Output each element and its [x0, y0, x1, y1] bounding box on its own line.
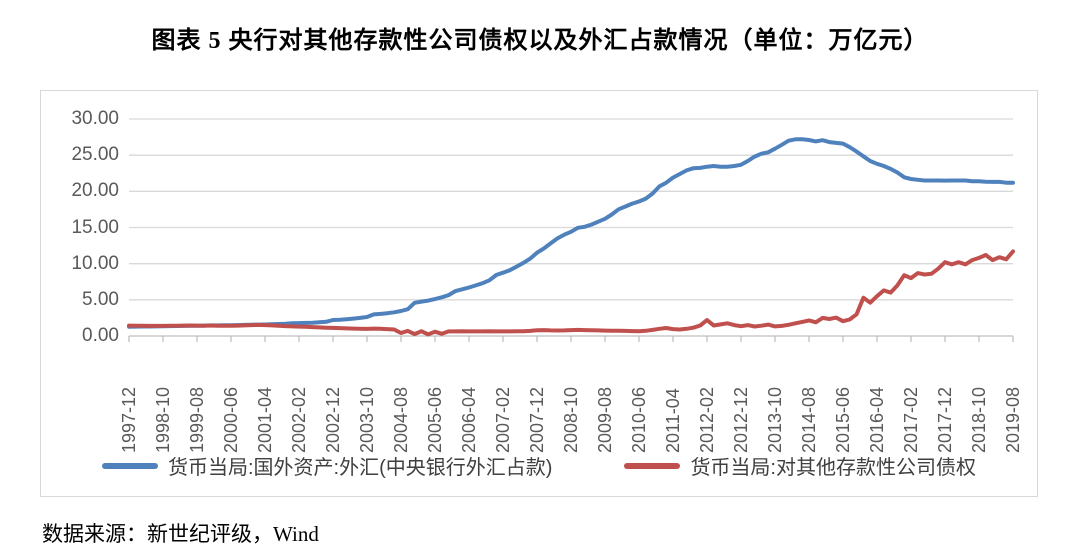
y-axis-tick-label: 25.00	[71, 144, 119, 166]
x-axis-tick-label: 2018-10	[969, 386, 989, 453]
x-axis-tick-label: 2002-02	[289, 386, 309, 453]
series-line-claims	[127, 249, 1015, 337]
x-axis-tick-label: 2017-12	[935, 386, 955, 453]
x-axis-tick-label: 2002-12	[323, 386, 343, 453]
figure-title: 图表 5 央行对其他存款性公司债权以及外汇占款情况（单位：万亿元）	[151, 28, 929, 54]
plot-canvas	[127, 118, 1015, 342]
series-line-fx-reserves	[127, 137, 1015, 329]
x-axis-tick-label: 2013-10	[765, 386, 785, 453]
y-axis-tick-label: 10.00	[71, 252, 119, 274]
legend-label: 货币当局:国外资产:外汇(中央银行外汇占款)	[168, 457, 553, 479]
x-axis-tick-label: 2007-12	[527, 386, 547, 453]
x-axis-tick-label: 2005-06	[425, 386, 445, 453]
x-axis-tick-label: 2019-08	[1003, 386, 1023, 453]
y-axis-tick-label: 20.00	[71, 180, 119, 202]
x-axis-tick-label: 2000-06	[221, 386, 241, 453]
y-axis-tick-label: 0.00	[82, 325, 119, 346]
x-axis-tick-label: 2011-04	[663, 388, 683, 453]
legend-label: 货币当局:对其他存款性公司债权	[690, 457, 976, 479]
x-axis-tick-label: 1999-08	[187, 386, 207, 453]
x-axis-tick-label: 2014-08	[799, 386, 819, 453]
y-axis-tick-label: 30.00	[71, 108, 119, 129]
x-axis-tick-label: 2006-04	[459, 386, 479, 453]
source-note: 数据来源：新世纪评级，Wind	[42, 522, 319, 546]
legend-line-swatch	[624, 462, 681, 469]
legend-line-swatch	[102, 462, 158, 469]
x-axis-tick-label: 2012-02	[697, 386, 717, 453]
x-axis-tick-label: 2008-10	[561, 386, 581, 453]
x-axis-tick-label: 1997-12	[119, 386, 139, 453]
x-axis-tick-label: 2012-12	[731, 386, 751, 453]
chart-legend: 货币当局:国外资产:外汇(中央银行外汇占款) 货币当局:对其他存款性公司债权	[41, 451, 1037, 480]
chart-area: 货币当局:国外资产:外汇(中央银行外汇占款) 货币当局:对其他存款性公司债权 0.…	[40, 90, 1038, 497]
x-axis-tick-label: 2003-10	[357, 386, 377, 453]
y-axis-tick-label: 15.00	[71, 216, 119, 238]
x-axis-tick-label: 2010-06	[629, 386, 649, 453]
legend-item: 货币当局:国外资产:外汇(中央银行外汇占款)	[102, 451, 552, 480]
x-axis-tick-label: 2016-04	[867, 386, 887, 453]
x-axis-tick-label: 2015-06	[833, 386, 853, 453]
x-axis-tick-label: 2007-02	[493, 386, 513, 453]
x-axis-tick-label: 2004-08	[391, 386, 411, 453]
x-axis-tick-label: 2009-08	[595, 386, 615, 453]
x-axis-tick-label: 1998-10	[153, 386, 173, 453]
x-axis-tick-label: 2001-04	[255, 386, 275, 453]
legend-item: 货币当局:对其他存款性公司债权	[624, 451, 976, 480]
y-axis-tick-label: 5.00	[82, 288, 119, 310]
x-axis-tick-label: 2017-02	[901, 386, 921, 453]
